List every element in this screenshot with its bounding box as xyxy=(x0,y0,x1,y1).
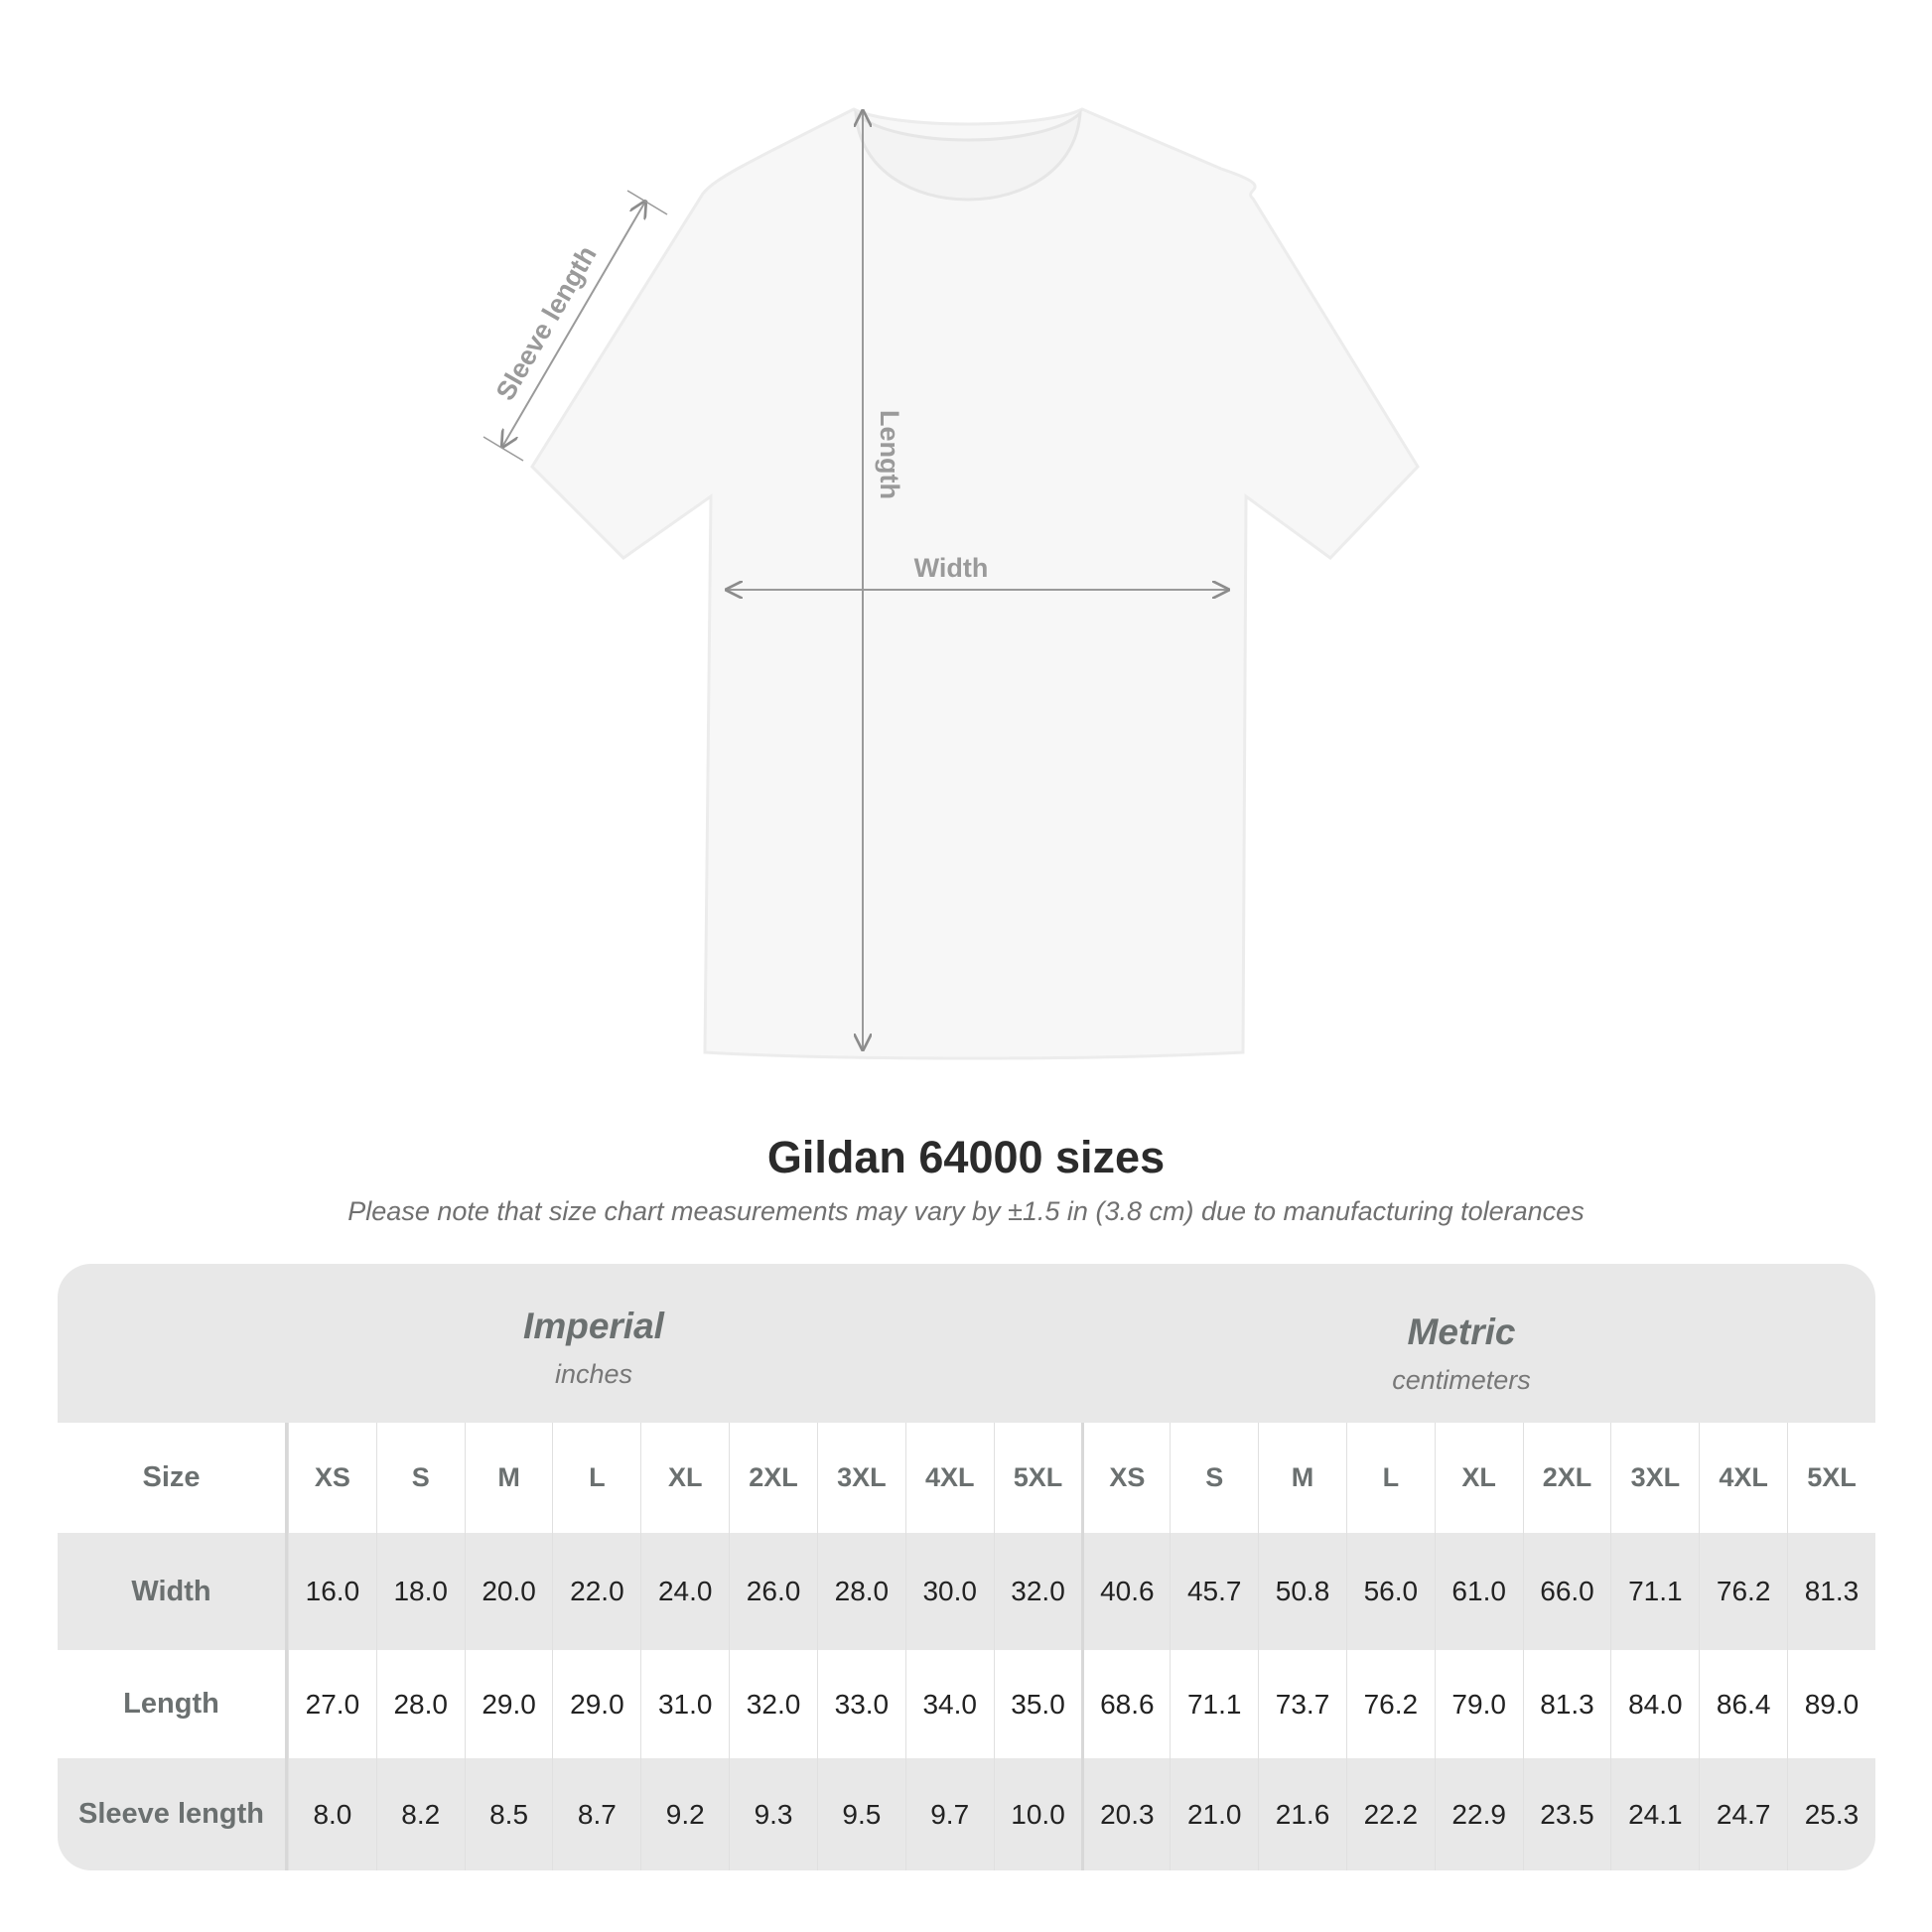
imperial-value-cell: 24.0 xyxy=(640,1533,729,1650)
size-row-label: Size xyxy=(58,1423,288,1533)
imperial-title: Imperial xyxy=(523,1306,664,1346)
metric-value-cell: 81.3 xyxy=(1787,1533,1875,1650)
imperial-value-cell: 10.0 xyxy=(993,1758,1082,1870)
metric-value-cell: 24.1 xyxy=(1610,1758,1699,1870)
imperial-value-cell: 27.0 xyxy=(288,1650,376,1758)
imperial-value-cell: 8.2 xyxy=(375,1758,465,1870)
size-header-metric: 3XL xyxy=(1610,1423,1699,1533)
size-header-row: Size XS S M L XL 2XL 3XL 4XL 5XL XS S M L XL 2XL 3XL 4XL 5… xyxy=(58,1423,1875,1533)
row-label: Length xyxy=(58,1650,288,1758)
imperial-value-cell: 9.2 xyxy=(640,1758,729,1870)
size-header-metric: XL xyxy=(1434,1423,1523,1533)
metric-value-cell: 40.6 xyxy=(1081,1533,1170,1650)
imperial-header: Imperial inches xyxy=(296,1306,892,1390)
tolerance-note: Please note that size chart measurements… xyxy=(347,1196,1585,1226)
imperial-value-cell: 20.0 xyxy=(464,1533,553,1650)
metric-value-cell: 21.0 xyxy=(1170,1758,1258,1870)
sleeve-arrow xyxy=(502,202,645,447)
metric-value-cell: 22.2 xyxy=(1345,1758,1435,1870)
metric-value-cell: 73.7 xyxy=(1258,1650,1346,1758)
imperial-value-cell: 28.0 xyxy=(816,1533,905,1650)
tshirt-measurement-diagram: Sleeve length Length Width xyxy=(483,107,1420,1060)
metric-value-cell: 84.0 xyxy=(1610,1650,1699,1758)
metric-value-cell: 21.6 xyxy=(1258,1758,1346,1870)
length-label: Length xyxy=(875,410,904,499)
imperial-value-cell: 33.0 xyxy=(816,1650,905,1758)
imperial-value-cell: 22.0 xyxy=(552,1533,640,1650)
metric-value-cell: 45.7 xyxy=(1170,1533,1258,1650)
size-header-imperial: XS xyxy=(288,1423,376,1533)
metric-value-cell: 68.6 xyxy=(1081,1650,1170,1758)
metric-value-cell: 86.4 xyxy=(1699,1650,1787,1758)
size-header-imperial: XL xyxy=(640,1423,729,1533)
imperial-value-cell: 30.0 xyxy=(904,1533,994,1650)
imperial-value-cell: 28.0 xyxy=(375,1650,465,1758)
metric-value-cell: 25.3 xyxy=(1787,1758,1875,1870)
imperial-value-cell: 34.0 xyxy=(904,1650,994,1758)
imperial-value-cell: 9.3 xyxy=(729,1758,817,1870)
metric-value-cell: 56.0 xyxy=(1345,1533,1435,1650)
metric-value-cell: 66.0 xyxy=(1522,1533,1611,1650)
metric-value-cell: 20.3 xyxy=(1081,1758,1170,1870)
metric-value-cell: 76.2 xyxy=(1345,1650,1435,1758)
metric-value-cell: 22.9 xyxy=(1434,1758,1523,1870)
size-header-imperial: 3XL xyxy=(816,1423,905,1533)
size-header-imperial: 2XL xyxy=(729,1423,817,1533)
tshirt-shape xyxy=(530,107,1420,1060)
size-table: Imperial inches Metric centimeters Size X… xyxy=(58,1264,1875,1870)
size-header-metric: S xyxy=(1170,1423,1258,1533)
table-row: Width 16.0 18.0 20.0 22.0 24.0 26.0 28.0 30.0 32.… xyxy=(58,1533,1875,1650)
imperial-unit: inches xyxy=(554,1359,633,1389)
table-row: Sleeve length 8.0 8.2 8.5 8.7 9.2 9.3 9.5 9.7 10.… xyxy=(58,1758,1875,1870)
size-header-imperial: S xyxy=(375,1423,465,1533)
table-row: Length 27.0 28.0 29.0 29.0 31.0 32.0 33.0 34.0 35… xyxy=(58,1650,1875,1758)
size-header-metric: 2XL xyxy=(1522,1423,1611,1533)
metric-unit: centimeters xyxy=(1392,1365,1531,1395)
metric-value-cell: 81.3 xyxy=(1522,1650,1611,1758)
metric-value-cell: 89.0 xyxy=(1787,1650,1875,1758)
imperial-value-cell: 29.0 xyxy=(552,1650,640,1758)
metric-value-cell: 76.2 xyxy=(1699,1533,1787,1650)
metric-value-cell: 71.1 xyxy=(1610,1533,1699,1650)
size-header-imperial: 4XL xyxy=(904,1423,994,1533)
size-header-metric: M xyxy=(1258,1423,1346,1533)
size-header-imperial: M xyxy=(464,1423,553,1533)
imperial-value-cell: 29.0 xyxy=(464,1650,553,1758)
imperial-value-cell: 8.5 xyxy=(464,1758,553,1870)
row-label: Width xyxy=(58,1533,288,1650)
size-header-metric: XS xyxy=(1081,1423,1170,1533)
metric-value-cell: 23.5 xyxy=(1522,1758,1611,1870)
size-header-metric: L xyxy=(1345,1423,1435,1533)
imperial-value-cell: 32.0 xyxy=(729,1650,817,1758)
imperial-value-cell: 35.0 xyxy=(993,1650,1082,1758)
metric-value-cell: 71.1 xyxy=(1170,1650,1258,1758)
collar xyxy=(854,109,1082,202)
row-label: Sleeve length xyxy=(58,1758,288,1870)
metric-value-cell: 79.0 xyxy=(1434,1650,1523,1758)
imperial-value-cell: 9.7 xyxy=(904,1758,994,1870)
imperial-value-cell: 32.0 xyxy=(993,1533,1082,1650)
metric-header: Metric centimeters xyxy=(1164,1311,1759,1396)
size-header-imperial: L xyxy=(552,1423,640,1533)
width-label: Width xyxy=(914,553,989,583)
size-header-metric: 5XL xyxy=(1787,1423,1875,1533)
size-header-imperial: 5XL xyxy=(993,1423,1082,1533)
imperial-value-cell: 8.0 xyxy=(288,1758,376,1870)
imperial-value-cell: 26.0 xyxy=(729,1533,817,1650)
metric-value-cell: 61.0 xyxy=(1434,1533,1523,1650)
units-header: Imperial inches Metric centimeters xyxy=(58,1264,1875,1423)
imperial-value-cell: 18.0 xyxy=(375,1533,465,1650)
page-title: Gildan 64000 sizes xyxy=(766,1132,1166,1182)
imperial-value-cell: 9.5 xyxy=(816,1758,905,1870)
metric-value-cell: 50.8 xyxy=(1258,1533,1346,1650)
metric-title: Metric xyxy=(1407,1311,1516,1352)
imperial-value-cell: 8.7 xyxy=(552,1758,640,1870)
metric-value-cell: 24.7 xyxy=(1699,1758,1787,1870)
imperial-value-cell: 31.0 xyxy=(640,1650,729,1758)
size-header-metric: 4XL xyxy=(1699,1423,1787,1533)
imperial-value-cell: 16.0 xyxy=(288,1533,376,1650)
